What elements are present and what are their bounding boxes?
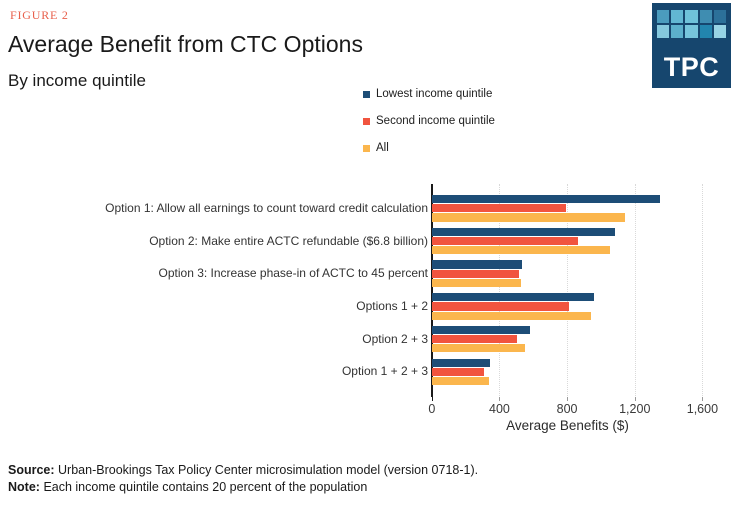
- bar: [432, 302, 569, 311]
- bar: [432, 213, 625, 222]
- chart-title: Average Benefit from CTC Options: [8, 31, 363, 57]
- figure-label: FIGURE 2: [10, 8, 69, 22]
- chart-subtitle: By income quintile: [8, 71, 146, 90]
- y-axis-line: [431, 184, 433, 397]
- bar: [432, 325, 531, 335]
- category-label: Option 1 + 2 + 3: [341, 364, 428, 379]
- category-label: Option 2 + 3: [362, 331, 428, 346]
- logo-square: [671, 25, 684, 38]
- gridline: [499, 184, 501, 396]
- gridline: [702, 184, 704, 396]
- category-label-wrap: Option 1 + 2 + 3: [60, 355, 428, 389]
- logo-square: [657, 10, 670, 23]
- category-label-wrap: Option 2: Make entire ACTC refundable ($…: [60, 224, 428, 258]
- axis-tick: [567, 397, 569, 401]
- bar: [432, 246, 610, 255]
- category-label: Options 1 + 2: [356, 299, 428, 314]
- legend-label: All: [376, 142, 389, 154]
- logo-text: TPC: [663, 52, 720, 82]
- category-label-wrap: Option 1: Allow all earnings to count to…: [60, 191, 428, 225]
- category-label-wrap: Option 3: Increase phase-in of ACTC to 4…: [60, 257, 428, 291]
- axis-tick-label: 400: [489, 402, 510, 416]
- bar: [432, 204, 566, 213]
- source-label: Source:: [8, 463, 55, 477]
- bar: [432, 376, 489, 386]
- category-label: Option 2: Make entire ACTC refundable ($…: [149, 233, 428, 248]
- gridline: [567, 184, 569, 396]
- logo-square: [699, 10, 712, 23]
- bar-chart: Average Benefits ($) 0 400 800 1,200 1,600 Op…: [0, 184, 738, 439]
- axis-tick: [702, 397, 704, 401]
- bar: [432, 344, 526, 353]
- source-text: Urban-Brookings Tax Policy Center micros…: [58, 463, 479, 477]
- legend-item: Second income quintile: [363, 115, 495, 127]
- bar: [432, 227, 615, 236]
- axis-tick-label: 1,600: [686, 402, 719, 416]
- logo-square: [657, 25, 670, 38]
- bar: [432, 367, 485, 376]
- category-label-wrap: Options 1 + 2: [60, 289, 428, 323]
- bar: [432, 358, 490, 367]
- category-label: Option 3: Increase phase-in of ACTC to 4…: [158, 266, 428, 281]
- chart-legend: Lowest income quintile Second income quin…: [363, 88, 495, 169]
- logo-square: [685, 10, 698, 23]
- bar: [432, 278, 521, 287]
- logo-square: [685, 25, 698, 38]
- logo-square: [699, 25, 712, 38]
- legend-item: All: [363, 142, 495, 154]
- bar: [432, 335, 518, 344]
- category-label-wrap: Option 2 + 3: [60, 322, 428, 356]
- axis-tick-label: 0: [428, 402, 436, 416]
- logo-square: [713, 10, 726, 23]
- gridline: [634, 184, 636, 396]
- logo-square: [713, 25, 726, 38]
- legend-label: Second income quintile: [376, 115, 495, 127]
- tpc-logo: TPC: [652, 3, 731, 88]
- legend-item: Lowest income quintile: [363, 88, 495, 100]
- bar: [432, 311, 591, 320]
- x-axis-title: Average Benefits ($): [506, 418, 629, 433]
- category-label: Option 1: Allow all earnings to count to…: [105, 200, 428, 215]
- logo-square: [671, 10, 684, 23]
- axis-tick-label: 800: [556, 402, 578, 416]
- source-line: Source: Urban-Brookings Tax Policy Cente…: [8, 462, 478, 479]
- bar: [432, 269, 520, 278]
- legend-label: Lowest income quintile: [376, 88, 493, 100]
- bar: [432, 236, 579, 246]
- footer: Source: Urban-Brookings Tax Policy Cente…: [8, 462, 478, 496]
- bar: [432, 260, 522, 269]
- legend-swatch-icon: [363, 117, 370, 125]
- note-label: Note:: [8, 480, 40, 494]
- bar: [432, 293, 595, 302]
- axis-tick-label: 1,200: [619, 402, 651, 416]
- logo-grid-icon: [657, 10, 726, 38]
- axis-tick: [499, 397, 501, 401]
- note-text: Each income quintile contains 20 percent…: [43, 480, 368, 494]
- axis-tick: [634, 397, 636, 401]
- legend-swatch-icon: [363, 144, 370, 152]
- note-line: Note: Each income quintile contains 20 p…: [8, 479, 478, 496]
- legend-swatch-icon: [363, 90, 370, 98]
- axis-tick: [431, 397, 433, 401]
- bar: [432, 195, 661, 204]
